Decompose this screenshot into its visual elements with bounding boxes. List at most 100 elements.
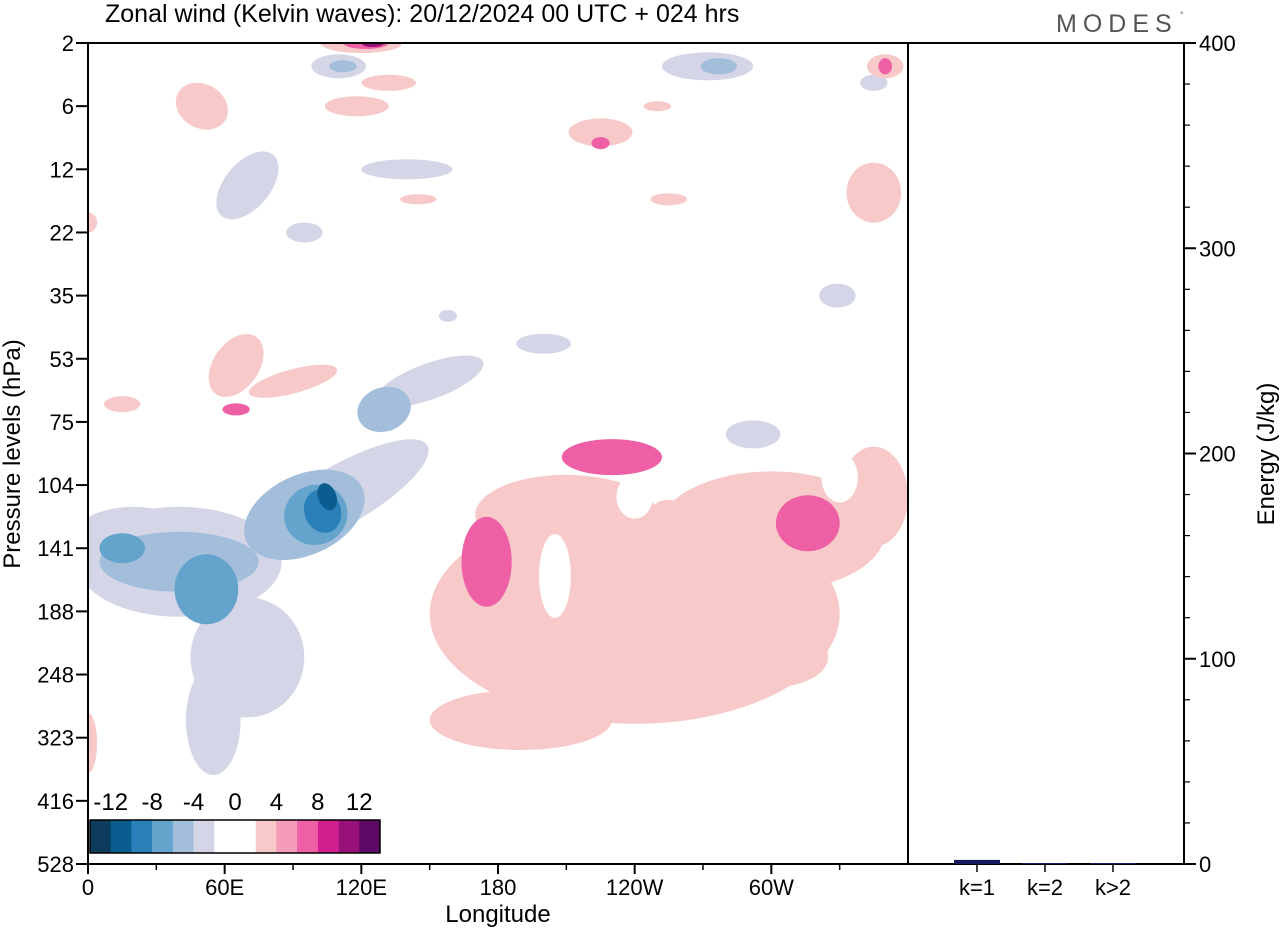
contour-region <box>174 554 239 625</box>
contour-gap <box>539 533 571 618</box>
energy-tick-label: 200 <box>1199 442 1236 467</box>
energy-tick-label: 0 <box>1199 852 1211 877</box>
logo-mark: ° <box>1180 10 1184 20</box>
logo-text: MODES <box>1056 10 1178 38</box>
energy-category-label: k=2 <box>1027 875 1063 900</box>
colorbar-swatch <box>110 820 132 853</box>
contour-region <box>725 420 781 449</box>
contour-region <box>317 483 338 511</box>
contour-region <box>643 101 672 112</box>
y-tick-label: 22 <box>50 220 74 245</box>
energy-bars: k=1 k=2 k>2 <box>954 859 1136 900</box>
colorbar-swatch <box>152 820 174 853</box>
colorbar-swatch <box>90 820 111 853</box>
colorbar-swatch <box>297 820 319 853</box>
contour-region <box>516 333 571 354</box>
contour-gap <box>616 474 653 519</box>
contour-gap <box>821 452 858 503</box>
contour-region <box>400 194 437 205</box>
y-tick-label: 248 <box>37 663 74 688</box>
colorbar-swatch <box>359 820 381 853</box>
contour-region <box>361 159 453 180</box>
x-tick-label: 60E <box>205 875 244 900</box>
contour-region <box>88 713 98 773</box>
contour-region <box>700 58 738 75</box>
y-tick-label: 323 <box>37 726 74 751</box>
colorbar-swatch <box>131 820 153 853</box>
energy-axis-title: Energy (J/kg) <box>1253 383 1280 526</box>
colorbar-label: -4 <box>183 789 204 816</box>
colorbar-label: 4 <box>270 789 283 816</box>
energy-tick-label: 300 <box>1199 236 1236 261</box>
colorbar-label: -12 <box>93 789 128 816</box>
contour-region <box>248 364 338 398</box>
contour-region <box>361 74 417 91</box>
colorbar-label: 8 <box>311 789 324 816</box>
y-tick-label: 528 <box>37 852 74 877</box>
contour-region <box>475 474 658 555</box>
colorbar-label: -8 <box>141 789 162 816</box>
colorbar-swatch <box>172 820 194 853</box>
contour-region <box>461 516 512 607</box>
colorbar-label: 0 <box>228 789 241 816</box>
y-tick-label: 2 <box>62 31 74 56</box>
x-tick-label: 180 <box>480 875 517 900</box>
energy-axis: 0 100 200 300 400 <box>1184 31 1236 877</box>
colorbar-swatch <box>235 820 256 853</box>
contour-region <box>657 471 886 592</box>
colorbar-swatch <box>276 820 298 853</box>
contour-region <box>438 309 457 322</box>
y-tick-label: 53 <box>50 347 74 372</box>
energy-panel-frame <box>907 42 1185 865</box>
contour-region <box>286 222 323 243</box>
contour-region <box>222 403 250 416</box>
y-tick-label: 75 <box>50 410 74 435</box>
contour-region <box>846 162 902 223</box>
energy-category-label: k=1 <box>959 875 995 900</box>
contour-region <box>186 665 241 775</box>
x-tick-label: 0 <box>82 875 94 900</box>
contour-region <box>819 283 856 308</box>
chart-title: Zonal wind (Kelvin waves): 20/12/2024 00… <box>105 0 739 28</box>
y-tick-label: 104 <box>37 473 74 498</box>
y-tick-label: 416 <box>37 789 74 814</box>
x-tick-label: 120W <box>606 875 664 900</box>
contour-region <box>591 137 610 150</box>
y-tick-label: 141 <box>37 536 74 561</box>
x-axis: 0 60E 120E 180 120W 60W <box>82 864 841 900</box>
contour-region <box>208 333 264 398</box>
contour-region <box>357 386 411 433</box>
colorbar-swatch <box>214 820 236 853</box>
contour-region <box>324 96 389 117</box>
colorbar-swatch <box>255 820 277 853</box>
contour-region <box>714 627 829 688</box>
colorbar: -12 -8 -4 0 4 8 12 <box>89 789 381 854</box>
colorbar-swatch <box>338 820 360 853</box>
colorbar-swatch <box>317 820 339 853</box>
contour-region <box>561 439 663 476</box>
contour-region <box>860 74 888 91</box>
contour-region <box>88 212 98 233</box>
contour-region <box>775 495 840 552</box>
energy-bar <box>954 859 1000 864</box>
colorbar-swatch <box>193 820 215 853</box>
y-tick-label: 12 <box>50 157 74 182</box>
contour-region <box>429 690 612 750</box>
energy-tick-label: 100 <box>1199 647 1236 672</box>
contour-region <box>216 151 279 220</box>
contour-region <box>99 533 145 564</box>
contour-region <box>568 118 633 147</box>
contour-region <box>104 396 141 413</box>
y-tick-label: 35 <box>50 284 74 309</box>
colorbar-frame <box>89 819 381 854</box>
y-axis-title: Pressure levels (hPa) <box>0 339 26 568</box>
y-tick-label: 188 <box>37 599 74 624</box>
contour-region <box>175 82 228 130</box>
energy-bar <box>1090 863 1136 864</box>
x-axis-title: Longitude <box>445 901 550 928</box>
wind-contours <box>88 43 908 775</box>
energy-bar <box>1022 863 1068 864</box>
contour-region <box>329 60 357 73</box>
y-tick-label: 6 <box>62 94 74 119</box>
